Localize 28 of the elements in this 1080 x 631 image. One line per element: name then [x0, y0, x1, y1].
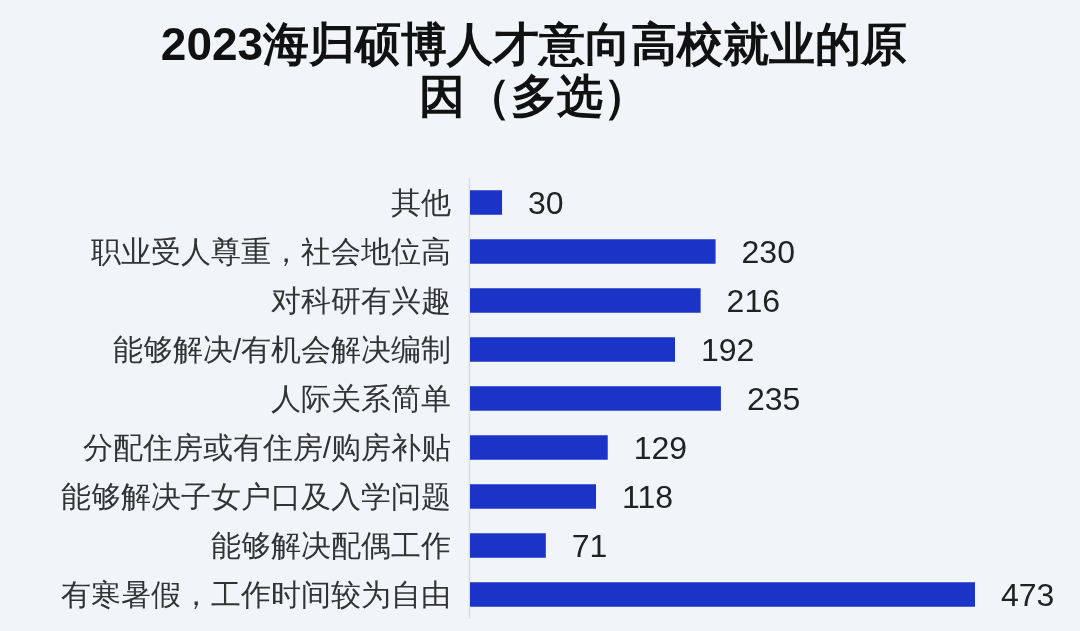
y-tick-label: 对科研有兴趣	[271, 284, 451, 317]
y-tick-label: 能够解决子女户口及入学问题	[61, 480, 451, 513]
data-label: 235	[746, 381, 801, 418]
data-label: 30	[528, 185, 564, 222]
data-label: 216	[726, 283, 780, 320]
y-tick-label: 有寒暑假，工作时间较为自由	[61, 578, 451, 611]
data-label: 473	[1001, 577, 1055, 614]
bar	[470, 582, 975, 607]
y-tick-label: 分配住房或有住房/购房补贴	[82, 431, 451, 464]
chart-title: 2023海归硕博人才意向高校就业的原因（多选）	[160, 18, 908, 122]
bar	[470, 337, 675, 362]
data-label: 230	[741, 234, 795, 271]
data-label: 118	[621, 479, 673, 516]
y-tick-label: 职业受人尊重，社会地位高	[91, 235, 451, 268]
y-tick-label: 其他	[391, 186, 451, 219]
bar	[470, 190, 503, 215]
bar	[470, 386, 721, 411]
bar	[470, 533, 546, 558]
data-label: 129	[633, 430, 688, 467]
y-tick-label: 人际关系简单	[271, 382, 451, 415]
bar	[470, 288, 701, 313]
bar	[470, 239, 716, 264]
data-label: 192	[700, 332, 755, 369]
data-label: 71	[571, 528, 608, 565]
bar	[470, 484, 596, 509]
y-tick-label: 能够解决配偶工作	[211, 529, 451, 562]
bar	[470, 435, 608, 460]
y-tick-label: 能够解决/有机会解决编制	[112, 333, 451, 366]
